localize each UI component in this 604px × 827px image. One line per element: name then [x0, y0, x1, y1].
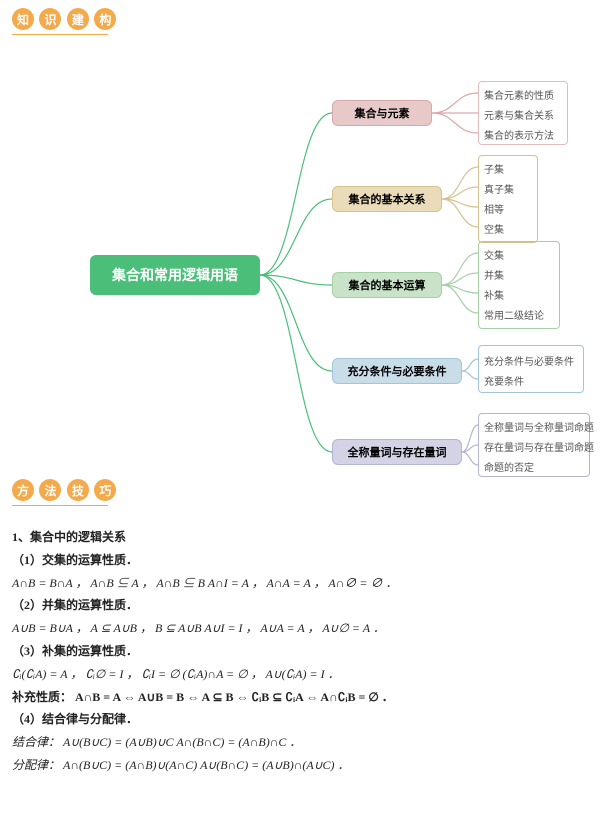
math-2: A∪B = B∪A ， A ⊆ A∪B ， B ⊆ A∪B A∪I = I ， …	[12, 617, 592, 640]
mindmap-leaf: 真子集	[484, 181, 514, 196]
mindmap-leaf: 子集	[484, 161, 504, 176]
badge-char: 识	[39, 8, 61, 30]
mindmap-leaf: 元素与集合关系	[484, 107, 554, 122]
mindmap-leaf: 并集	[484, 267, 504, 282]
mindmap-branch: 集合的基本运算	[332, 272, 442, 298]
mindmap-leaf: 空集	[484, 221, 504, 236]
para-2: （2）并集的运算性质．	[12, 598, 138, 612]
mindmap-root: 集合和常用逻辑用语	[90, 255, 260, 295]
badge-char: 法	[39, 479, 61, 501]
mindmap-leaf: 相等	[484, 201, 504, 216]
math-1: A∩B = B∩A ， A∩B ⊆ A ， A∩B ⊆ B A∩I = A ， …	[12, 572, 592, 595]
mindmap-leaf: 全称量词与全称量词命题	[484, 419, 594, 434]
mindmap-leaf: 集合的表示方法	[484, 127, 554, 142]
mindmap-branch: 集合的基本关系	[332, 186, 442, 212]
mindmap-leaf: 常用二级结论	[484, 307, 544, 322]
mindmap: 集合和常用逻辑用语 集合与元素 集合元素的性质元素与集合关系集合的表示方法集合的基本…	[12, 45, 592, 475]
para-1: （1）交集的运算性质．	[12, 553, 138, 567]
heading-1: 1、集合中的逻辑关系	[12, 530, 126, 544]
mindmap-leaf: 充要条件	[484, 373, 524, 388]
badge-underline	[12, 503, 108, 506]
math-5b: 分配律： A∩(B∪C) = (A∩B)∪(A∩C) A∪(B∩C) = (A∪…	[12, 754, 592, 777]
math-5a: 结合律： A∪(B∪C) = (A∪B)∪C A∩(B∩C) = (A∩B)∩C…	[12, 731, 592, 754]
para-4: 补充性质： A∩B = A ⇔ A∪B = B ⇔ A ⊆ B ⇔ ∁ᵢB ⊆ …	[12, 690, 394, 704]
badge-char: 方	[12, 479, 34, 501]
para-5: （4）结合律与分配律．	[12, 712, 138, 726]
mindmap-leaf: 集合元素的性质	[484, 87, 554, 102]
mindmap-branch: 集合与元素	[332, 100, 432, 126]
mindmap-branch: 充分条件与必要条件	[332, 358, 462, 384]
badge-char: 构	[94, 8, 116, 30]
content-section: 1、集合中的逻辑关系 （1）交集的运算性质． A∩B = B∩A ， A∩B ⊆…	[12, 526, 592, 777]
badge-top: 知 识 建 构	[12, 8, 117, 35]
mindmap-branch: 全称量词与存在量词	[332, 439, 462, 465]
math-3: ∁ᵢ(∁ᵢA) = A ， ∁ᵢ∅ = I ， ∁ᵢI = ∅ (∁ᵢA)∩A …	[12, 663, 592, 686]
badge-char: 技	[67, 479, 89, 501]
badge-char: 巧	[94, 479, 116, 501]
badge-underline	[12, 32, 108, 35]
badge-char: 知	[12, 8, 34, 30]
mindmap-leaf: 命题的否定	[484, 459, 534, 474]
mindmap-leaf: 补集	[484, 287, 504, 302]
para-3: （3）补集的运算性质．	[12, 644, 138, 658]
mindmap-leaf: 充分条件与必要条件	[484, 353, 574, 368]
badge-char: 建	[67, 8, 89, 30]
mindmap-leaf: 交集	[484, 247, 504, 262]
mindmap-leaf: 存在量词与存在量词命题	[484, 439, 594, 454]
badge-mid: 方 法 技 巧	[12, 479, 117, 506]
